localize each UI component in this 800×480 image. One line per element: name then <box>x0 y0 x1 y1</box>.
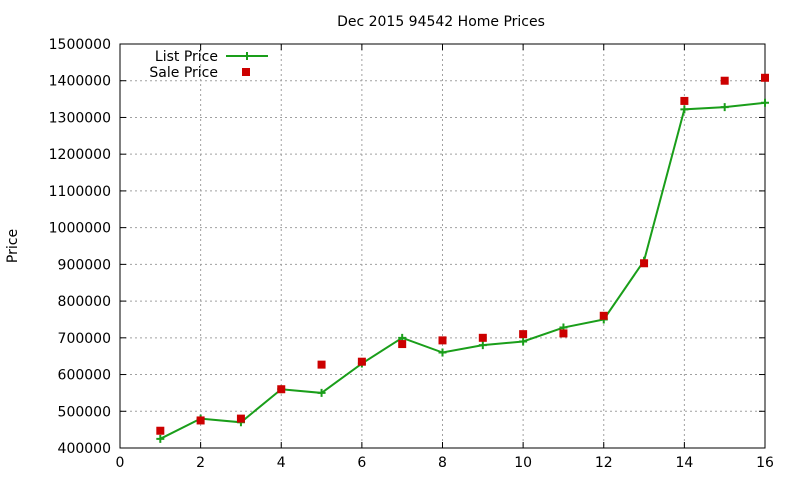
sale-price-point <box>519 330 528 339</box>
sale-price-point <box>156 426 165 435</box>
list-price-point <box>317 388 326 397</box>
sale-price-point <box>599 311 608 320</box>
y-tick-label: 1500000 <box>49 37 111 53</box>
y-tick-label: 1100000 <box>49 184 111 200</box>
sale-price-point <box>761 73 769 82</box>
legend-label-list-price: List Price <box>155 49 218 65</box>
y-tick-label: 700000 <box>58 331 111 347</box>
sale-price-point <box>438 336 447 345</box>
sale-price-point <box>398 340 407 349</box>
sale-price-point <box>680 96 689 105</box>
sale-price-point <box>317 360 326 369</box>
y-axis-tick-labels: 400000 500000 600000 700000 800000 900000 1000… <box>49 37 111 457</box>
y-tick-label: 1200000 <box>49 147 111 163</box>
x-tick-label: 14 <box>675 455 693 471</box>
sale-price-point <box>478 333 487 342</box>
y-tick-label: 800000 <box>58 294 111 310</box>
sale-price-point <box>357 357 366 366</box>
list-price-point <box>478 341 487 350</box>
sale-price-point <box>196 416 205 425</box>
sale-price-point <box>277 385 286 394</box>
x-tick-label: 2 <box>196 455 205 471</box>
legend-label-sale-price: Sale Price <box>149 65 218 81</box>
axis-ticks <box>119 43 766 449</box>
x-tick-label: 4 <box>277 455 286 471</box>
y-tick-label: 1400000 <box>49 74 111 90</box>
x-tick-label: 0 <box>116 455 125 471</box>
list-price-point <box>519 337 528 346</box>
y-tick-label: 900000 <box>58 257 111 273</box>
y-tick-label: 1300000 <box>49 110 111 126</box>
sale-price-point <box>640 259 649 268</box>
x-tick-label: 8 <box>438 455 447 471</box>
list-price-point <box>156 434 165 443</box>
x-tick-label: 10 <box>514 455 532 471</box>
sale-price-point <box>720 76 729 85</box>
list-price-point <box>680 105 689 114</box>
series-layer <box>156 73 769 443</box>
list-price-point <box>720 103 729 112</box>
x-tick-label: 12 <box>595 455 613 471</box>
list-price-point <box>438 348 447 357</box>
grid <box>120 44 765 448</box>
y-tick-label: 600000 <box>58 368 111 384</box>
list-price-line <box>159 101 766 440</box>
sale-price-point <box>236 414 245 423</box>
y-tick-label: 1000000 <box>49 221 111 237</box>
y-axis-title: Price <box>5 229 21 263</box>
y-tick-label: 500000 <box>58 404 111 420</box>
x-axis-tick-labels: 0 2 4 6 8 10 12 14 16 <box>116 455 774 471</box>
chart-title: Dec 2015 94542 Home Prices <box>337 14 545 30</box>
list-price-point <box>761 98 769 107</box>
x-tick-label: 6 <box>357 455 366 471</box>
y-tick-label: 400000 <box>58 441 111 457</box>
legend-marker-list-price <box>243 52 251 60</box>
sale-price-point <box>559 329 568 338</box>
x-tick-label: 16 <box>756 455 774 471</box>
legend-marker-sale-price <box>242 68 250 76</box>
legend: List Price Sale Price <box>149 49 268 81</box>
